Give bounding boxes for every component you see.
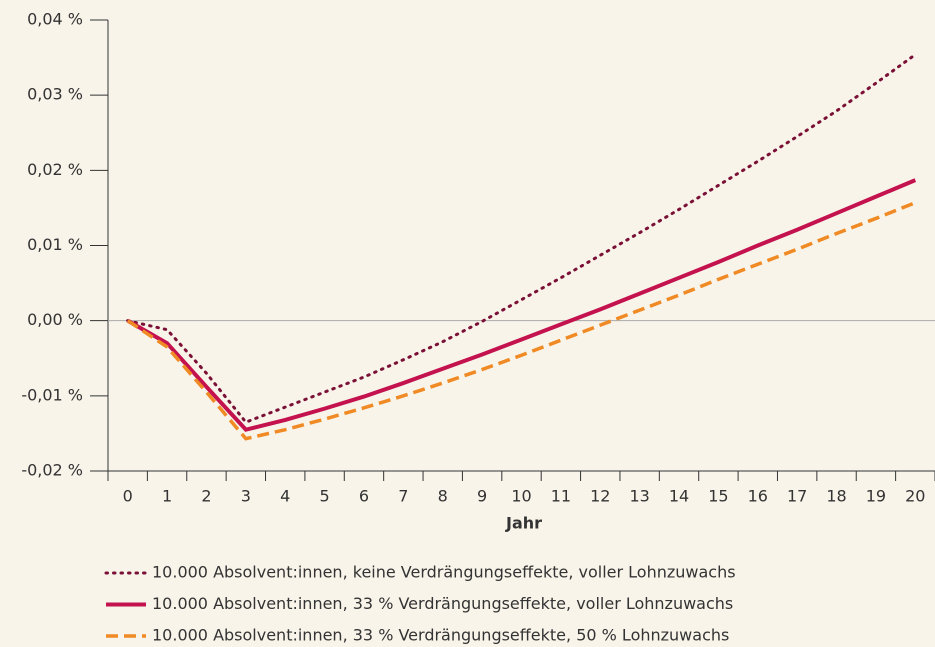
x-tick-label: 4 [280,487,290,506]
x-tick-label: 2 [201,487,211,506]
x-tick-label: 9 [477,487,487,506]
y-tick-label: 0,00 % [27,310,83,329]
x-axis-label: Jahr [505,514,542,533]
line-series [126,201,916,441]
x-tick-label: 11 [551,487,571,506]
x-tick-label: 12 [590,487,610,506]
line-series [126,178,917,432]
x-tick-label: 14 [669,487,689,506]
y-tick-label: -0,02 % [21,461,83,480]
y-tick-label: 0,02 % [27,160,83,179]
legend-label: 10.000 Absolvent:innen, 33 % Verdrängung… [152,626,729,645]
x-tick-label: 20 [905,487,925,506]
x-tick-label: 13 [629,487,649,506]
x-tick-label: 1 [162,487,172,506]
x-tick-label: 6 [359,487,369,506]
y-tick-label: -0,01 % [21,385,83,404]
x-tick-label: 18 [826,487,846,506]
line-series [126,53,917,424]
y-tick-label: 0,04 % [27,10,83,29]
x-tick-label: 19 [866,487,886,506]
x-tick-label: 8 [438,487,448,506]
x-tick-label: 3 [241,487,251,506]
legend-label: 10.000 Absolvent:innen, 33 % Verdrängung… [152,594,733,613]
y-tick-label: 0,01 % [27,235,83,254]
x-tick-label: 10 [511,487,531,506]
x-tick-label: 16 [748,487,768,506]
x-tick-label: 5 [320,487,330,506]
legend-label: 10.000 Absolvent:innen, keine Verdrängun… [152,563,736,582]
x-tick-label: 15 [708,487,728,506]
x-tick-label: 17 [787,487,807,506]
x-tick-label: 7 [398,487,408,506]
y-tick-label: 0,03 % [27,85,83,104]
x-tick-label: 0 [123,487,133,506]
